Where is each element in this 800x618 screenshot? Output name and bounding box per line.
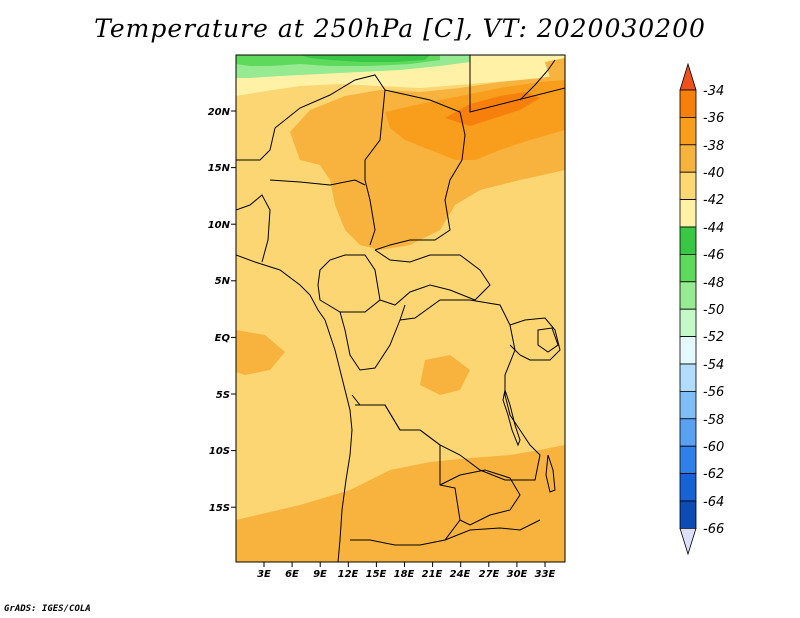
colorbar-segment — [679, 473, 697, 502]
border-chad — [374, 89, 466, 251]
colorbar — [679, 62, 697, 556]
colorbar-label: -42 — [703, 193, 724, 208]
colorbar-label: -40 — [703, 166, 724, 181]
colorbar-label: -54 — [703, 358, 724, 373]
border-niger — [269, 179, 366, 186]
colorbar-segment — [679, 226, 697, 255]
colorbar-label: -48 — [703, 276, 724, 291]
lon-label: 18E — [394, 569, 415, 580]
colorbar-segment — [679, 171, 697, 200]
lat-label: 15N — [208, 163, 231, 174]
lon-label: 24E — [450, 569, 471, 580]
coastline — [236, 254, 353, 562]
colorbar-segment — [679, 199, 697, 228]
field-level-38-northeast — [545, 58, 565, 80]
lon-label: 6E — [285, 569, 299, 580]
colorbar-label: -44 — [703, 221, 724, 236]
lat-label: EQ — [215, 333, 231, 344]
lat-label: 15S — [209, 503, 230, 514]
lon-label: 9E — [313, 569, 327, 580]
border-zambia-south — [444, 519, 541, 541]
temperature-field — [236, 55, 565, 562]
colorbar-segment — [679, 144, 697, 173]
colorbar-segment — [679, 390, 697, 420]
lon-label: 15E — [366, 569, 387, 580]
boundaries — [236, 55, 565, 562]
colorbar-label: -62 — [703, 467, 724, 482]
border-nigeria — [236, 194, 271, 263]
map-title: Temperature at 250hPa [C], VT: 202003020… — [94, 14, 706, 43]
colorbar-label: -58 — [703, 413, 724, 428]
field-level-38-south — [236, 445, 565, 562]
colorbar-segment — [679, 336, 697, 365]
colorbar-label: -36 — [703, 111, 724, 126]
lake-malawi — [545, 454, 556, 493]
colorbar-label: -56 — [703, 385, 724, 400]
field-level-38-southwest — [236, 330, 285, 375]
lon-label: 33E — [535, 569, 556, 580]
border-north — [236, 74, 386, 246]
colorbar-label: -66 — [703, 522, 724, 537]
colorbar-label: -64 — [703, 495, 724, 510]
lat-label: 5S — [216, 390, 230, 401]
axis-ticks — [231, 110, 546, 567]
lat-labels: 20N 15N 10N 5N EQ 5S 10S 15S — [208, 107, 231, 514]
lon-labels: 3E 6E 9E 12E 15E 18E 21E 24E 27E 30E 33E — [257, 569, 555, 580]
colorbar-label: -50 — [703, 303, 724, 318]
red-sea-coast — [519, 59, 556, 101]
colorbar-segment — [679, 253, 697, 283]
colorbar-segment — [679, 117, 697, 146]
colorbar-label: -34 — [703, 84, 724, 99]
colorbar-label: -38 — [703, 139, 724, 154]
lake-victoria — [537, 327, 559, 353]
lon-label: 30E — [507, 569, 528, 580]
colorbar-segment — [679, 418, 697, 447]
field-level-48 — [300, 55, 430, 62]
colorbar-segment — [679, 500, 697, 529]
border-sudan — [469, 55, 565, 113]
border-east — [509, 317, 561, 361]
colorbar-bottom-arrow — [679, 528, 697, 556]
border-zambia — [439, 469, 521, 526]
border-congo — [339, 304, 406, 371]
colorbar-segment — [679, 308, 697, 338]
field-level-38-central — [420, 355, 470, 395]
lon-label: 21E — [422, 569, 443, 580]
border-car — [374, 249, 491, 306]
colorbar-segment — [679, 281, 697, 310]
lat-label: 20N — [208, 107, 231, 118]
border-cameroon — [317, 254, 381, 313]
lat-label: 10N — [208, 220, 231, 231]
colorbar-segment — [679, 89, 697, 118]
grads-credit: GrADS: IGES/COLA — [4, 604, 91, 614]
colorbar-segment — [679, 363, 697, 392]
lon-label: 3E — [257, 569, 271, 580]
lake-tanganyika — [502, 388, 521, 447]
colorbar-segment — [679, 445, 697, 475]
colorbar-label: -46 — [703, 248, 724, 263]
colorbar-labels: -34 -36 -38 -40 -42 -44 -46 -48 -50 -52 … — [703, 84, 724, 537]
lon-label: 12E — [338, 569, 359, 580]
lat-label: 10S — [209, 446, 230, 457]
lat-label: 5N — [215, 276, 231, 287]
colorbar-label: -60 — [703, 440, 724, 455]
map-frame — [235, 54, 566, 563]
colorbar-top-arrow — [679, 62, 697, 91]
lon-label: 27E — [479, 569, 500, 580]
colorbar-label: -52 — [703, 330, 724, 345]
border-angola — [350, 404, 461, 546]
